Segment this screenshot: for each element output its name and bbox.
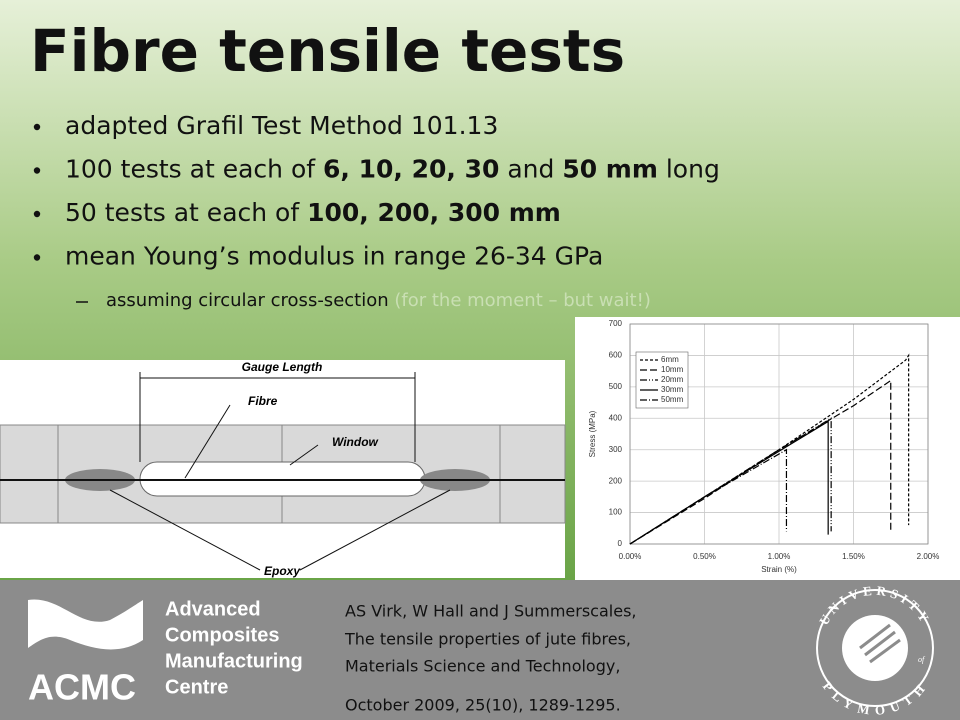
citation-line: The tensile properties of jute fibres, — [344, 630, 631, 649]
logo-line: Manufacturing — [165, 650, 303, 672]
bullet-text: adapted Grafil Test Method 101.13 — [65, 111, 498, 140]
series-line — [629, 353, 910, 545]
bullet-segment: 50 tests at each of — [65, 198, 307, 227]
bullet-segment: 100, 200, 300 mm — [307, 198, 561, 227]
series-line — [629, 420, 829, 545]
y-tick-label: 100 — [609, 508, 623, 517]
logo-line: Centre — [165, 676, 228, 698]
legend-label: 30mm — [661, 385, 684, 394]
x-tick-label: 0.00% — [619, 552, 642, 561]
bullet-segment: (for the moment – but wait!) — [394, 290, 650, 311]
footer — [0, 580, 960, 720]
y-tick-label: 200 — [609, 476, 623, 485]
citation-line: Materials Science and Technology, — [345, 657, 620, 676]
y-tick-label: 400 — [609, 413, 623, 422]
y-tick-label: 300 — [609, 445, 623, 454]
legend-label: 20mm — [661, 375, 684, 384]
chart: 0 100 200 300 400 500 600 700 0.00% 0.50% 1.00% 1.5… — [588, 319, 939, 574]
logo-line: Composites — [165, 624, 279, 646]
diagram-label: Window — [332, 435, 379, 449]
bullet-segment: assuming circular cross-section — [106, 290, 394, 311]
x-tick-label: 1.00% — [768, 552, 791, 561]
bullet-segment: 50 mm — [562, 155, 658, 184]
y-tick-label: 0 — [618, 539, 623, 548]
citation-line: AS Virk, W Hall and J Summerscales, — [345, 602, 637, 621]
citation-line: October 2009, 25(10), 1289-1295. — [345, 696, 621, 715]
x-tick-label: 2.00% — [917, 552, 940, 561]
legend-label: 10mm — [661, 365, 684, 374]
bullet-dot — [33, 123, 41, 131]
diagram-label: Epoxy — [264, 564, 301, 578]
series-line — [629, 417, 832, 545]
legend-label: 6mm — [661, 355, 679, 364]
chart-background — [575, 317, 960, 580]
plot-frame — [629, 323, 929, 545]
logo-text: Advanced Composites Manufacturing Centre — [165, 598, 303, 698]
y-tick-label: 500 — [609, 382, 623, 391]
diagram-label: Gauge Length — [242, 360, 323, 374]
university-of: of — [918, 655, 926, 664]
y-axis-label: Stress (MPa) — [588, 410, 597, 457]
bullet-text: assuming circular cross-section (for the… — [106, 290, 651, 311]
logo-acronym: ACMC — [28, 667, 136, 708]
x-tick-label: 0.50% — [693, 552, 716, 561]
bullet-segment: adapted Grafil Test Method 101.13 — [65, 111, 498, 140]
bullet-text: 50 tests at each of 100, 200, 300 mm — [65, 198, 561, 227]
bullets: adapted Grafil Test Method 101.13 100 tes… — [33, 111, 720, 311]
legend-label: 50mm — [661, 395, 684, 404]
logo-line: Advanced — [165, 598, 261, 620]
x-tick-label: 1.50% — [842, 552, 865, 561]
bullet-dot — [33, 210, 41, 218]
series-line — [629, 448, 788, 545]
bullet-segment: and — [499, 155, 562, 184]
y-tick-label: 600 — [609, 351, 623, 360]
specimen-diagram: Gauge Length Fibre Window Epoxy — [0, 360, 566, 578]
y-tick-label: 700 — [609, 319, 623, 328]
x-axis-label: Strain (%) — [761, 565, 797, 574]
bullet-dot — [33, 254, 41, 261]
bullet-segment: long — [658, 155, 720, 184]
bullet-segment: mean Young’s modulus in range 26-34 GPa — [65, 242, 603, 271]
bullet-text: 100 tests at each of 6, 10, 20, 30 and 5… — [65, 155, 720, 184]
citation: AS Virk, W Hall and J Summerscales, The t… — [344, 602, 637, 715]
slide-title: Fibre tensile tests — [30, 17, 625, 85]
series-line — [629, 379, 892, 545]
acmc-logo-mark — [28, 599, 143, 650]
bullet-segment: 100 tests at each of — [65, 155, 323, 184]
bullet-dot — [33, 167, 41, 174]
bullet-segment: 6, 10, 20, 30 — [323, 155, 499, 184]
bullet-text: mean Young’s modulus in range 26-34 GPa — [65, 242, 603, 271]
diagram-label: Fibre — [248, 394, 278, 408]
